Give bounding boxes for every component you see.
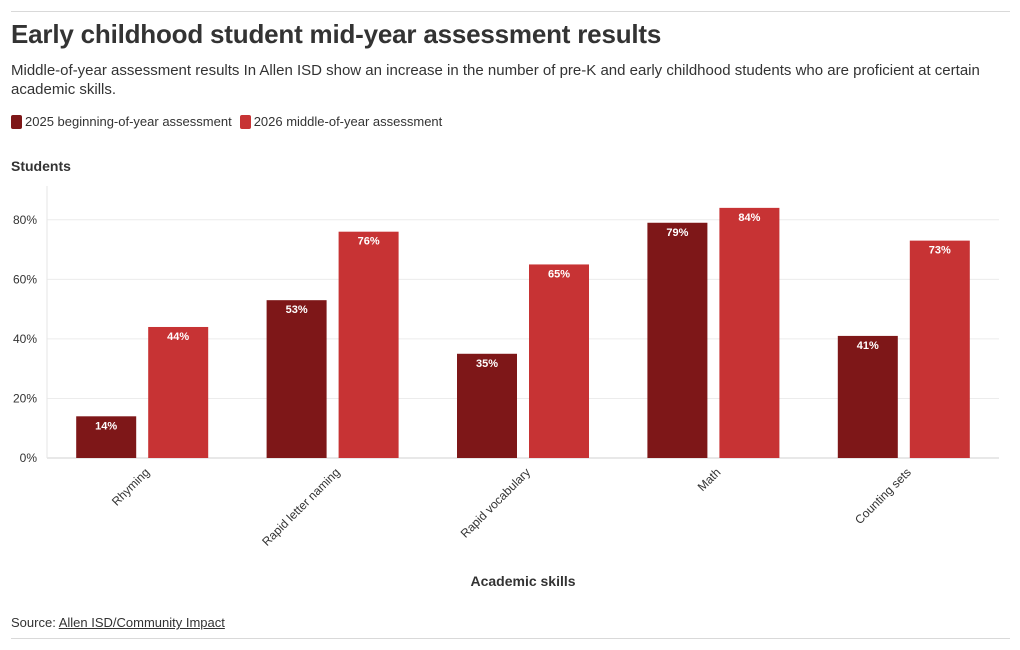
x-axis-title: Academic skills xyxy=(470,573,575,589)
x-tick-label-counting-sets: Counting sets xyxy=(852,465,914,527)
source-link[interactable]: Allen ISD/Community Impact xyxy=(58,615,225,630)
legend-item-2026[interactable]: 2026 middle-of-year assessment xyxy=(239,114,443,129)
bar-value-label-math-2025: 79% xyxy=(666,227,688,239)
bar-value-label-math-2026: 84% xyxy=(738,212,760,224)
x-tick-label-rhyming: Rhyming xyxy=(109,465,152,508)
bar-rapid-vocabulary-2025 xyxy=(457,353,517,458)
bar-value-label-rapid-vocabulary-2025: 35% xyxy=(476,358,498,370)
y-tick-label-20: 20% xyxy=(13,391,37,405)
legend-swatch-2026 xyxy=(239,114,251,129)
chart-subtitle: Middle-of-year assessment results In All… xyxy=(11,62,980,98)
bar-value-label-counting-sets-2025: 41% xyxy=(857,340,879,352)
source-prefix: Source: xyxy=(11,615,59,630)
bar-counting-sets-2025 xyxy=(837,335,898,458)
source-note: Source: Allen ISD/Community Impact xyxy=(11,615,225,630)
bar-value-label-rhyming-2026: 44% xyxy=(167,331,189,343)
y-axis-title: Students xyxy=(11,158,71,174)
bar-value-label-rapid-vocabulary-2026: 65% xyxy=(548,268,570,280)
bar-rapid-letter-naming-2025 xyxy=(266,300,327,458)
bars: 14% 44% 53% 76% 35% 65% 79% 84% 41% 73% xyxy=(76,207,970,458)
y-tick-label-60: 60% xyxy=(13,272,37,286)
bar-value-label-rhyming-2025: 14% xyxy=(95,420,117,432)
top-rule xyxy=(11,11,1010,12)
legend: 2025 beginning-of-year assessment 2026 m… xyxy=(11,114,450,129)
y-tick-label-80: 80% xyxy=(13,213,37,227)
bar-math-2025 xyxy=(647,222,708,458)
bar-value-label-counting-sets-2026: 73% xyxy=(929,245,951,257)
x-axis-ticks: Rhyming Rapid letter naming Rapid vocabula… xyxy=(109,465,914,548)
legend-swatch-2025 xyxy=(11,114,22,129)
bar-counting-sets-2026 xyxy=(909,240,970,458)
bar-chart: Students 0% 20% 40% 60% 80% 14% 44% 53% 76% 35% 6… xyxy=(11,158,999,589)
y-axis-ticks: 0% 20% 40% 60% 80% xyxy=(13,213,37,465)
legend-label-2025: 2025 beginning-of-year assessment xyxy=(25,114,232,129)
legend-item-2025[interactable]: 2025 beginning-of-year assessment xyxy=(11,114,232,129)
x-tick-label-rapid-letter-naming: Rapid letter naming xyxy=(259,465,342,548)
bar-math-2026 xyxy=(719,207,780,458)
bar-rhyming-2025 xyxy=(76,416,137,458)
bar-rapid-vocabulary-2026 xyxy=(529,264,589,458)
legend-label-2026: 2026 middle-of-year assessment xyxy=(253,114,443,129)
bar-value-label-rapid-letter-naming-2026: 76% xyxy=(358,236,380,248)
y-tick-label-0: 0% xyxy=(20,451,38,465)
y-tick-label-40: 40% xyxy=(13,332,37,346)
bar-rhyming-2026 xyxy=(148,326,209,458)
bar-rapid-letter-naming-2026 xyxy=(338,231,399,458)
chart-title: Early childhood student mid-year assessm… xyxy=(11,19,662,49)
x-tick-label-rapid-vocabulary: Rapid vocabulary xyxy=(458,465,533,540)
x-tick-label-math: Math xyxy=(695,465,724,494)
bottom-rule xyxy=(11,638,1010,639)
bar-value-label-rapid-letter-naming-2025: 53% xyxy=(286,304,308,316)
